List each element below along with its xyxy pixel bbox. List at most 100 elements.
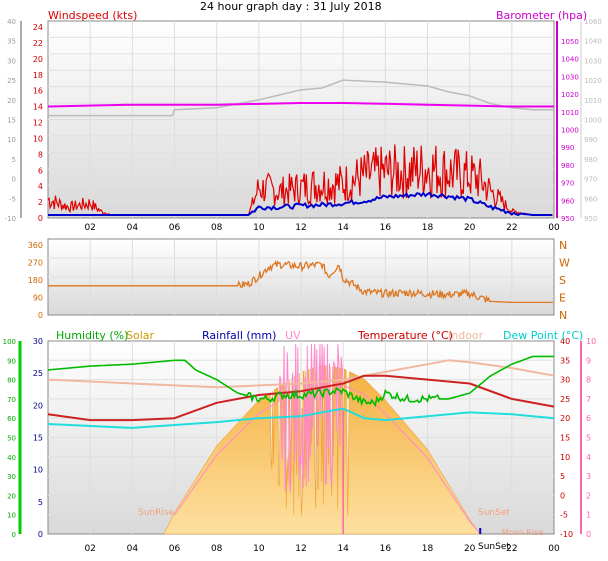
wind-direction-line — [48, 259, 553, 304]
humidity-tick-label: 40 — [7, 454, 16, 462]
baro-tick-label: 1050 — [561, 38, 579, 46]
humidity-tick-label: 30 — [7, 473, 16, 481]
wind-tick-label: 0 — [38, 214, 43, 223]
x-tick-label-top: 02 — [84, 223, 95, 233]
uv-tick-label: 4 — [586, 453, 591, 462]
x-tick-label-bottom: 14 — [337, 544, 349, 554]
uv-tick-label: 8 — [586, 376, 591, 385]
x-tick-label-top: 06 — [169, 223, 181, 233]
dir-tick-label: 270 — [28, 259, 43, 268]
baro-tick-label: 980 — [561, 162, 574, 170]
outer-right-tick-label: 970 — [584, 176, 597, 184]
humidity-line — [47, 355, 554, 408]
x-tick-label-bottom: 06 — [169, 544, 181, 554]
wind-tick-label: 8 — [38, 150, 43, 159]
temp-tick-label: 0 — [560, 491, 565, 500]
wind-tick-label: 4 — [38, 182, 43, 191]
uv-tick-label: 10 — [586, 337, 596, 346]
temperature-line — [47, 374, 555, 422]
baro-tick-label: 1030 — [561, 73, 579, 81]
temp-tick-label: 35 — [560, 356, 570, 365]
baro-tick-label: 990 — [561, 144, 574, 152]
temp-tick-label: 15 — [560, 434, 570, 443]
outer-tick-label: 0 — [12, 176, 16, 184]
wind-tick-label: 22 — [33, 39, 43, 48]
x-tick-label-top: 04 — [127, 223, 139, 233]
wind-tick-label: 6 — [38, 166, 43, 175]
x-tick-label-top: 08 — [211, 223, 223, 233]
humidity-tick-label: 10 — [7, 512, 16, 520]
outer-right-tick-label: 1020 — [584, 77, 602, 85]
uv-tick-label: 1 — [586, 511, 591, 520]
rain-tick-label: 30 — [33, 337, 43, 346]
compass-tick-label: N — [559, 239, 567, 252]
gray-line — [48, 79, 554, 117]
wind-tick-label: 18 — [33, 71, 43, 80]
outer-right-tick-label: 960 — [584, 195, 597, 203]
baro-tick-label: 960 — [561, 197, 574, 205]
temp-tick-label: 30 — [560, 376, 570, 385]
outer-tick-label: 20 — [7, 97, 16, 105]
humidity-tick-label: 50 — [7, 435, 16, 443]
x-tick-label-bottom: 00 — [548, 544, 560, 554]
x-tick-label-top: 00 — [548, 223, 560, 233]
uv-tick-label: 0 — [586, 530, 591, 539]
dew-point-line — [47, 407, 555, 429]
x-tick-label-top: 16 — [380, 223, 392, 233]
x-tick-label-top: 20 — [464, 223, 476, 233]
baro-tick-label: 950 — [561, 215, 574, 223]
uv-tick-label: 3 — [586, 472, 591, 481]
uv-line — [174, 343, 480, 534]
x-tick-label-top: 22 — [506, 223, 517, 233]
rain-tick-label: 0 — [38, 530, 43, 539]
humidity-tick-label: 60 — [7, 415, 16, 423]
x-tick-label-bottom: 22 — [506, 544, 517, 554]
dir-tick-label: 180 — [28, 276, 43, 285]
outer-right-tick-label: 1010 — [584, 97, 602, 105]
outer-tick-label: 30 — [7, 57, 16, 65]
baro-tick-label: 1000 — [561, 127, 579, 135]
outer-tick-label: 10 — [7, 136, 16, 144]
uv-tick-label: 9 — [586, 356, 591, 365]
outer-tick-label: 5 — [12, 156, 16, 164]
outer-right-tick-label: 1000 — [584, 117, 602, 125]
x-tick-label-bottom: 10 — [253, 544, 265, 554]
wind-tick-label: 12 — [33, 119, 43, 128]
humidity-tick-label: 70 — [7, 396, 16, 404]
uv-tick-label: 5 — [586, 434, 591, 443]
outer-tick-label: 25 — [7, 77, 16, 85]
dir-tick-label: 0 — [38, 311, 43, 320]
temp-tick-label: 20 — [560, 414, 570, 423]
x-tick-label-top: 10 — [253, 223, 265, 233]
wind-tick-label: 14 — [33, 103, 43, 112]
x-tick-label-bottom: 08 — [211, 544, 223, 554]
outer-tick-label: 35 — [7, 38, 16, 46]
x-tick-label-bottom: 12 — [295, 544, 306, 554]
x-tick-label-top: 18 — [422, 223, 434, 233]
humidity-tick-label: 20 — [7, 492, 16, 500]
x-tick-label-bottom: 20 — [464, 544, 476, 554]
rain-tick-label: 20 — [33, 401, 43, 410]
uv-tick-label: 7 — [586, 395, 591, 404]
temp-tick-label: 40 — [560, 337, 570, 346]
rain-tick-label: 10 — [33, 466, 43, 475]
outer-right-tick-label: 980 — [584, 156, 597, 164]
baro-tick-label: 1010 — [561, 109, 579, 117]
outer-tick-label: -10 — [5, 215, 16, 223]
outer-right-tick-label: 1040 — [584, 38, 602, 46]
outer-tick-label: -5 — [9, 195, 16, 203]
barometer-line — [47, 102, 554, 108]
wind-tick-label: 2 — [38, 198, 43, 207]
baro-tick-label: 970 — [561, 180, 574, 188]
baro-tick-label: 1040 — [561, 56, 579, 64]
humidity-tick-label: 100 — [3, 338, 16, 346]
compass-tick-label: N — [559, 309, 567, 322]
x-tick-label-bottom: 04 — [127, 544, 139, 554]
rain-tick-label: 15 — [33, 434, 43, 443]
wind-tick-label: 10 — [33, 134, 43, 143]
rain-tick-label: 25 — [33, 369, 43, 378]
wind-tick-label: 16 — [33, 87, 43, 96]
compass-tick-label: W — [559, 257, 570, 270]
temp-tick-label: -10 — [560, 530, 573, 539]
x-tick-label-top: 14 — [337, 223, 349, 233]
